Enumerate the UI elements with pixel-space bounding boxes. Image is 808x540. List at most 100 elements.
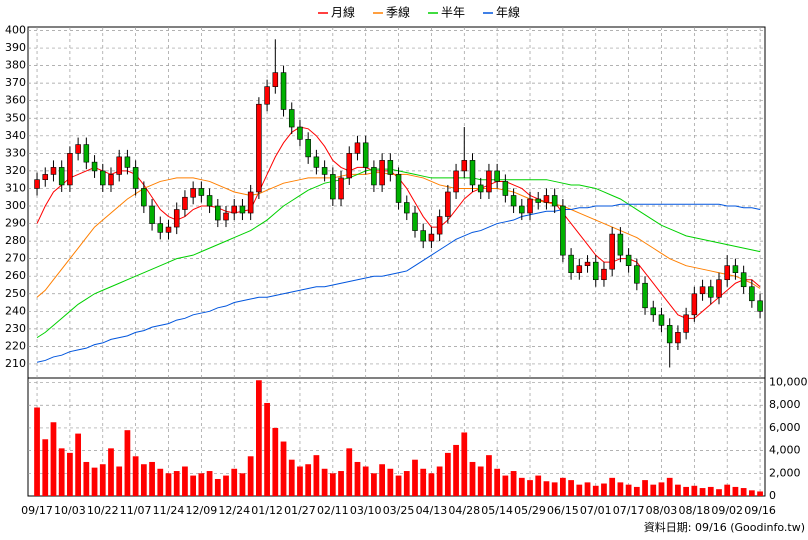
x-tick-label: 05/14	[481, 504, 513, 517]
volume-bar	[477, 466, 484, 496]
volume-bar	[91, 467, 98, 496]
y-tick-label: 230	[5, 322, 26, 335]
candle-body	[173, 209, 180, 228]
volume-bar	[691, 485, 698, 496]
y-tick-label: 350	[5, 111, 26, 124]
y-tick-label: 400	[5, 24, 26, 37]
candle-body	[428, 233, 435, 242]
candle-body	[132, 167, 139, 189]
volume-bar	[190, 475, 197, 496]
candle-body	[256, 103, 262, 193]
volume-bar	[469, 461, 476, 496]
volume-tick-label: 10,000	[769, 376, 808, 389]
candle-body	[757, 300, 763, 312]
volume-bar	[650, 484, 657, 496]
y-tick-label: 300	[5, 199, 26, 212]
volume-bar	[584, 482, 591, 496]
legend-label: 年線	[496, 5, 520, 20]
y-tick-label: 240	[5, 304, 26, 317]
y-tick-label: 310	[5, 181, 26, 194]
footer: 資料日期: 09/16 (Goodinfo.tw)	[644, 520, 805, 534]
candle-body	[83, 144, 90, 163]
candle-body	[486, 170, 492, 193]
volume-tick-label: 6,000	[769, 421, 801, 434]
volume-bar	[206, 471, 213, 496]
volume-bar	[633, 486, 640, 496]
y-tick-label: 260	[5, 269, 26, 282]
volume-bar	[724, 484, 731, 496]
volume-bar	[288, 459, 295, 496]
candle-body	[691, 293, 698, 316]
volume-bar	[256, 380, 262, 496]
candle-body	[436, 216, 443, 235]
volume-bar	[527, 480, 533, 496]
y-tick-label: 280	[5, 234, 26, 247]
candle-body	[198, 188, 205, 196]
candle-body	[190, 188, 196, 198]
x-tick-label: 09/16	[744, 504, 776, 517]
x-tick-label: 11/07	[120, 504, 152, 517]
x-tick-label: 04/13	[416, 504, 448, 517]
y-tick-label: 340	[5, 129, 26, 142]
candle-body	[313, 156, 320, 168]
volume-bar	[535, 475, 542, 496]
x-tick-label: 12/09	[186, 504, 218, 517]
candle-body	[535, 198, 541, 203]
candle-body	[634, 265, 640, 284]
candle-body	[510, 195, 517, 207]
volume-bar	[329, 473, 336, 496]
x-tick-label: 03/10	[350, 504, 382, 517]
candle-body	[568, 254, 574, 273]
volume-tick-label: 8,000	[769, 398, 801, 411]
volume-bar	[740, 488, 747, 496]
volume-bar	[321, 468, 328, 496]
y-tick-label: 220	[5, 339, 26, 352]
candle-body	[280, 72, 287, 110]
volume-bar	[502, 475, 509, 496]
candle-body	[34, 179, 40, 189]
candle-body	[584, 261, 591, 266]
y-tick-label: 270	[5, 252, 26, 265]
volume-bar	[716, 489, 722, 496]
volume-tick-label: 0	[769, 489, 776, 502]
candle-body	[165, 226, 172, 233]
candle-body	[338, 177, 344, 200]
candle-body	[609, 233, 615, 270]
candle-body	[543, 195, 550, 203]
candle-body	[387, 160, 394, 175]
volume-bar	[757, 491, 763, 496]
candle-body	[108, 174, 114, 186]
candle-body	[527, 198, 533, 214]
candle-body	[658, 314, 665, 326]
volume-bar	[642, 480, 648, 496]
x-tick-label: 10/03	[54, 504, 86, 517]
volume-bar	[239, 473, 246, 496]
candle-body	[354, 142, 361, 154]
x-tick-label: 03/25	[383, 504, 415, 517]
candle-body	[412, 212, 418, 231]
volume-bar	[231, 468, 238, 496]
x-tick-label: 06/15	[547, 504, 579, 517]
volume-bar	[149, 461, 155, 496]
candle-body	[288, 109, 295, 128]
volume-bar	[371, 473, 377, 496]
legend-label: 月線	[331, 5, 355, 20]
plot-frame	[27, 26, 766, 497]
volume-bar	[338, 471, 344, 496]
volume-bar	[395, 475, 402, 496]
volume-bar	[67, 452, 73, 496]
volume-bar	[50, 422, 57, 496]
candle-body	[519, 205, 525, 214]
candle-body	[157, 223, 164, 233]
candle-body	[371, 167, 377, 186]
candle-body	[379, 160, 385, 186]
candle-body	[732, 265, 739, 273]
volume-bar	[346, 448, 353, 496]
candle-body	[91, 161, 98, 172]
volume-bar	[494, 468, 501, 496]
candle-body	[650, 307, 657, 316]
volume-bar	[198, 473, 205, 496]
y-tick-label: 370	[5, 76, 26, 89]
candle-body	[395, 174, 402, 203]
x-tick-label: 04/28	[448, 504, 480, 517]
